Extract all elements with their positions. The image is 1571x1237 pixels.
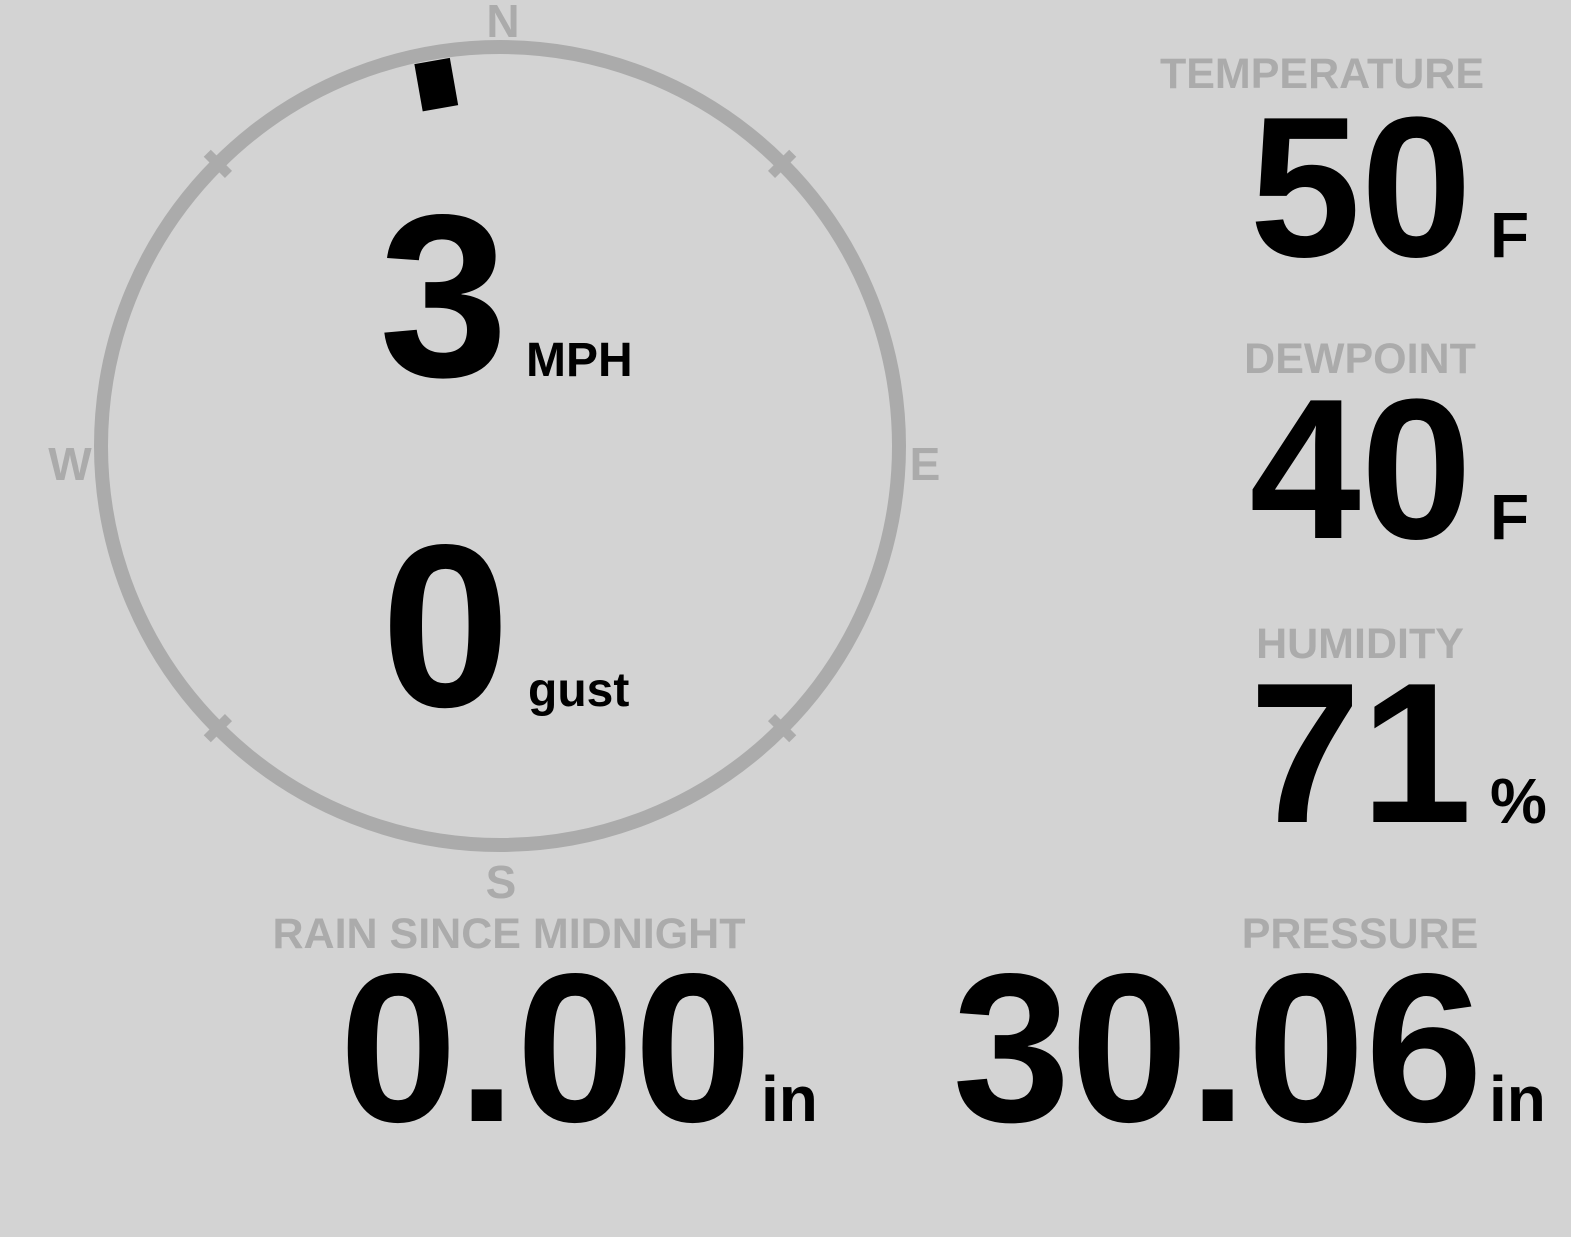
pressure-value: 30.06 <box>952 929 1483 1166</box>
temperature-unit: F <box>1490 199 1530 271</box>
temperature-value: 50 <box>1249 76 1472 299</box>
wind-speed-row: 3 MPH <box>379 181 633 413</box>
humidity-label: HUMIDITY <box>1256 620 1464 668</box>
wind-gust-unit: gust <box>528 664 630 717</box>
dewpoint-value: 40 <box>1249 358 1472 581</box>
dewpoint-unit: F <box>1490 481 1530 553</box>
temperature-label: TEMPERATURE <box>1159 50 1485 98</box>
cardinal-north-label: N <box>486 0 520 47</box>
cardinal-west-label: W <box>48 438 92 490</box>
cardinal-east-label: E <box>909 438 941 490</box>
cardinal-south-label: S <box>485 856 517 908</box>
wind-speed-unit: MPH <box>526 334 633 387</box>
wind-gust-value: 0 <box>381 497 511 756</box>
rain-value: 0.00 <box>339 929 752 1166</box>
humidity-value: 71 <box>1249 642 1472 865</box>
rain-label: RAIN SINCE MIDNIGHT <box>272 910 746 958</box>
humidity-unit: % <box>1490 765 1547 837</box>
dewpoint-label: DEWPOINT <box>1244 335 1476 383</box>
wind-gust-row: 0 gust <box>381 511 629 743</box>
wind-speed-value: 3 <box>379 167 509 426</box>
pressure-unit: in <box>1489 1063 1546 1135</box>
pressure-label: PRESSURE <box>1241 910 1479 958</box>
rain-unit: in <box>761 1063 818 1135</box>
